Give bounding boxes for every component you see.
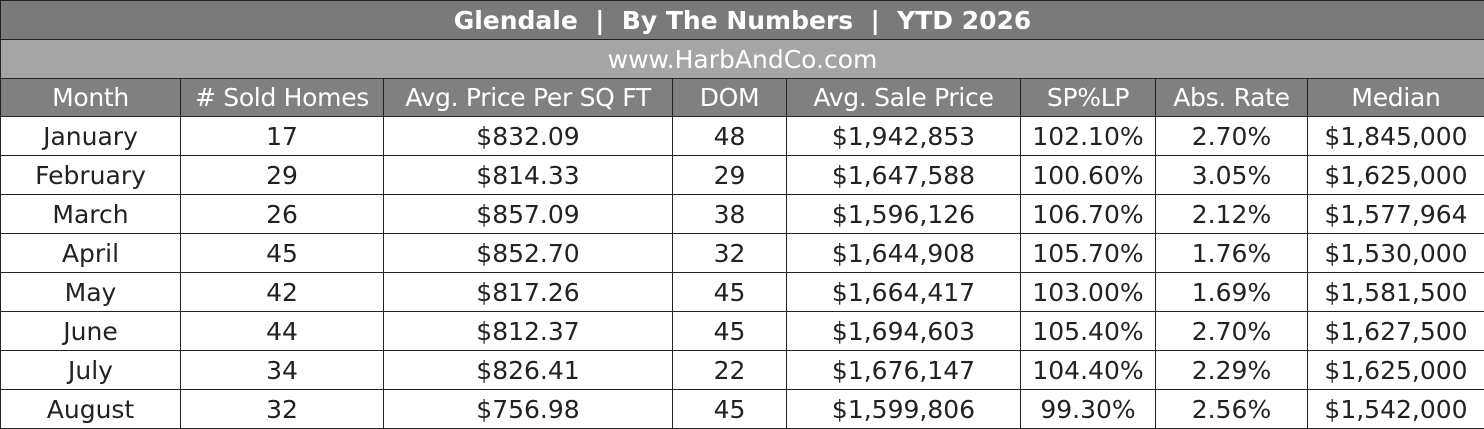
- table-cell: February: [0, 155, 181, 195]
- column-header: # Sold Homes: [180, 78, 384, 117]
- column-header: Median: [1307, 78, 1484, 117]
- table-row: January 17 $832.09 48 $1,942,853 102.10% 2.70%…: [0, 116, 1484, 156]
- table-cell: 2.70%: [1155, 116, 1308, 156]
- table-row: February 29 $814.33 29 $1,647,588 100.60% 3.05…: [0, 155, 1484, 195]
- table-row: May 42 $817.26 45 $1,664,417 103.00% 1.69% $1,5…: [0, 272, 1484, 312]
- table-cell: 103.00%: [1020, 272, 1156, 312]
- column-header: Avg. Sale Price: [786, 78, 1021, 117]
- column-header: Month: [0, 78, 181, 117]
- table-cell: $1,599,806: [786, 389, 1021, 429]
- table-cell: $826.41: [383, 350, 673, 390]
- table-cell: 3.05%: [1155, 155, 1308, 195]
- table-cell: June: [0, 311, 181, 351]
- table-cell: $1,542,000: [1307, 389, 1484, 429]
- column-header: SP%LP: [1020, 78, 1156, 117]
- table-cell: 34: [180, 350, 384, 390]
- header-row: Month # Sold Homes Avg. Price Per SQ FT DOM…: [0, 78, 1484, 117]
- table-cell: $812.37: [383, 311, 673, 351]
- table-cell: $1,647,588: [786, 155, 1021, 195]
- table-cell: $1,942,853: [786, 116, 1021, 156]
- table-cell: 29: [180, 155, 384, 195]
- table-cell: 2.70%: [1155, 311, 1308, 351]
- table-cell: $1,581,500: [1307, 272, 1484, 312]
- table-cell: March: [0, 194, 181, 234]
- table-cell: 99.30%: [1020, 389, 1156, 429]
- table-cell: 2.56%: [1155, 389, 1308, 429]
- table-cell: 104.40%: [1020, 350, 1156, 390]
- table-cell: 45: [672, 311, 787, 351]
- table-cell: April: [0, 233, 181, 273]
- table-row: June 44 $812.37 45 $1,694,603 105.40% 2.70% $1,…: [0, 311, 1484, 351]
- table-cell: $1,625,000: [1307, 350, 1484, 390]
- table-cell: $1,596,126: [786, 194, 1021, 234]
- table-cell: $1,694,603: [786, 311, 1021, 351]
- table-cell: $1,530,000: [1307, 233, 1484, 273]
- table-cell: $1,625,000: [1307, 155, 1484, 195]
- table-cell: $756.98: [383, 389, 673, 429]
- table-cell: $1,627,500: [1307, 311, 1484, 351]
- subtitle-row: www.HarbAndCo.com: [0, 39, 1484, 79]
- table-title: Glendale | By The Numbers | YTD 2026: [0, 0, 1484, 40]
- table-cell: 45: [672, 272, 787, 312]
- table-cell: 2.29%: [1155, 350, 1308, 390]
- table-cell: 102.10%: [1020, 116, 1156, 156]
- column-header: Avg. Price Per SQ FT: [383, 78, 673, 117]
- table-cell: 42: [180, 272, 384, 312]
- table-cell: 29: [672, 155, 787, 195]
- table-cell: 2.12%: [1155, 194, 1308, 234]
- table-cell: 45: [180, 233, 384, 273]
- table-cell: 17: [180, 116, 384, 156]
- table-cell: $1,577,964: [1307, 194, 1484, 234]
- title-row: Glendale | By The Numbers | YTD 2026: [0, 0, 1484, 40]
- table-cell: 48: [672, 116, 787, 156]
- table-cell: $832.09: [383, 116, 673, 156]
- table-cell: $817.26: [383, 272, 673, 312]
- table-cell: $1,676,147: [786, 350, 1021, 390]
- table-cell: 106.70%: [1020, 194, 1156, 234]
- table-row: August 32 $756.98 45 $1,599,806 99.30% 2.56% $1…: [0, 389, 1484, 429]
- table-cell: $1,644,908: [786, 233, 1021, 273]
- table-cell: 1.76%: [1155, 233, 1308, 273]
- table-cell: 32: [180, 389, 384, 429]
- table-cell: 105.40%: [1020, 311, 1156, 351]
- table-subtitle: www.HarbAndCo.com: [0, 39, 1484, 79]
- table-cell: $814.33: [383, 155, 673, 195]
- table-cell: 100.60%: [1020, 155, 1156, 195]
- table-cell: 22: [672, 350, 787, 390]
- table-cell: 105.70%: [1020, 233, 1156, 273]
- column-header: Abs. Rate: [1155, 78, 1308, 117]
- column-header: DOM: [672, 78, 787, 117]
- table-cell: July: [0, 350, 181, 390]
- table-row: April 45 $852.70 32 $1,644,908 105.70% 1.76% $1…: [0, 233, 1484, 273]
- table-cell: May: [0, 272, 181, 312]
- table-cell: August: [0, 389, 181, 429]
- table-cell: 38: [672, 194, 787, 234]
- table-cell: 26: [180, 194, 384, 234]
- table-cell: $1,664,417: [786, 272, 1021, 312]
- table-row: March 26 $857.09 38 $1,596,126 106.70% 2.12% $1…: [0, 194, 1484, 234]
- table-cell: 32: [672, 233, 787, 273]
- table-cell: January: [0, 116, 181, 156]
- table-cell: $852.70: [383, 233, 673, 273]
- table-cell: $857.09: [383, 194, 673, 234]
- table-cell: 44: [180, 311, 384, 351]
- table-cell: 1.69%: [1155, 272, 1308, 312]
- table-cell: $1,845,000: [1307, 116, 1484, 156]
- table-cell: 45: [672, 389, 787, 429]
- table-row: July 34 $826.41 22 $1,676,147 104.40% 2.29% $1,…: [0, 350, 1484, 390]
